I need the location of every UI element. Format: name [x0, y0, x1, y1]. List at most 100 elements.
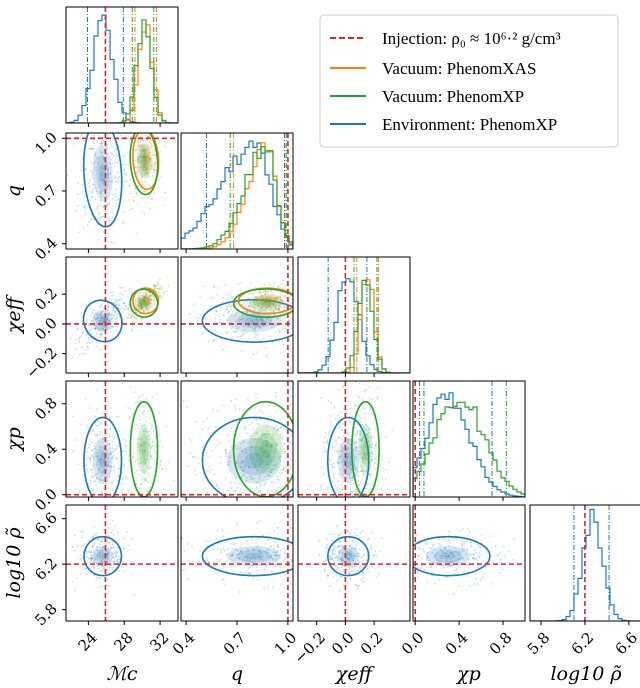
- sample-point: [116, 558, 119, 561]
- sample-point: [113, 308, 115, 310]
- sample-point: [254, 318, 257, 321]
- sample-point: [137, 303, 140, 306]
- sample-point: [154, 155, 157, 157]
- sample-point: [276, 478, 279, 481]
- sample-point: [246, 308, 249, 310]
- sample-point: [257, 298, 260, 301]
- sample-point: [342, 386, 344, 389]
- sample-point: [240, 476, 243, 479]
- sample-point: [373, 418, 375, 421]
- sample-point: [87, 551, 90, 554]
- sample-point: [268, 532, 271, 535]
- sample-point: [135, 483, 138, 486]
- sample-point: [367, 431, 370, 434]
- sample-point: [155, 291, 157, 294]
- sample-point: [143, 117, 145, 119]
- sample-point: [331, 466, 334, 468]
- sample-point: [347, 439, 350, 442]
- sample-point: [264, 433, 267, 436]
- x-tick-label: 0.2: [357, 629, 387, 659]
- sample-point: [110, 466, 112, 469]
- sample-point: [247, 305, 250, 307]
- sample-point: [79, 558, 82, 561]
- sample-point: [269, 444, 272, 447]
- sample-point: [275, 308, 277, 310]
- sample-point: [448, 530, 451, 533]
- sample-point: [336, 486, 339, 489]
- sample-point: [351, 415, 353, 418]
- sample-point: [137, 162, 140, 164]
- sample-point: [159, 296, 161, 299]
- sample-point: [341, 559, 344, 562]
- sample-point: [356, 432, 359, 435]
- sample-point: [77, 506, 79, 508]
- sample-point: [469, 541, 472, 544]
- sample-point: [363, 572, 365, 575]
- sample-point: [104, 186, 107, 189]
- sample-point: [354, 584, 357, 586]
- sample-point: [346, 554, 349, 556]
- sample-point: [144, 416, 147, 419]
- sample-point: [96, 449, 99, 452]
- sample-point: [270, 471, 273, 474]
- panel-q-vs-Mc: [62, 117, 179, 253]
- sample-point: [241, 470, 244, 473]
- sample-point: [88, 148, 91, 151]
- sample-point: [266, 449, 269, 452]
- sample-point: [331, 551, 334, 554]
- x-axis-label-chi_eff: χeff: [334, 663, 376, 685]
- sample-point: [245, 571, 247, 574]
- sample-point: [146, 160, 148, 162]
- sample-point: [101, 509, 103, 511]
- sample-point: [145, 143, 148, 145]
- sample-point: [334, 508, 336, 510]
- sample-point: [99, 446, 101, 448]
- sample-point: [150, 457, 153, 460]
- sample-point: [246, 311, 249, 313]
- sample-point: [154, 436, 157, 439]
- sample-point: [123, 570, 126, 573]
- sample-point: [89, 458, 91, 461]
- sample-point: [264, 301, 267, 303]
- sample-point: [134, 460, 137, 463]
- sample-point: [140, 156, 142, 159]
- sample-point: [259, 551, 262, 553]
- sample-point: [268, 305, 270, 308]
- sample-point: [145, 173, 148, 176]
- sample-point: [220, 568, 223, 571]
- sample-point: [270, 469, 273, 471]
- sample-point: [115, 180, 117, 183]
- sample-point: [169, 321, 171, 323]
- sample-point: [95, 421, 97, 424]
- sample-point: [84, 208, 87, 211]
- sample-point: [274, 551, 277, 554]
- sample-point: [258, 477, 261, 480]
- sample-point: [340, 549, 343, 552]
- sample-point: [299, 315, 301, 317]
- sample-point: [307, 326, 309, 328]
- sample-point: [79, 137, 82, 140]
- sample-point: [348, 462, 351, 465]
- panel-content: [66, 257, 178, 373]
- sample-point: [346, 431, 349, 434]
- sample-point: [225, 452, 228, 455]
- density-core: [244, 452, 264, 469]
- sample-point: [93, 218, 95, 221]
- sample-point: [227, 433, 230, 436]
- sample-point: [129, 313, 132, 316]
- sample-point: [241, 571, 244, 574]
- sample-point: [355, 441, 357, 443]
- sample-point: [138, 292, 141, 295]
- sample-point: [234, 482, 237, 484]
- sample-point: [232, 330, 235, 333]
- sample-point: [100, 199, 102, 202]
- sample-point: [141, 299, 144, 302]
- sample-point: [358, 555, 360, 557]
- sample-point: [228, 461, 231, 463]
- sample-point: [296, 455, 298, 457]
- sample-point: [248, 440, 251, 443]
- sample-point: [208, 561, 211, 564]
- sample-point: [135, 317, 138, 319]
- sample-point: [342, 583, 345, 585]
- sample-point: [166, 276, 169, 279]
